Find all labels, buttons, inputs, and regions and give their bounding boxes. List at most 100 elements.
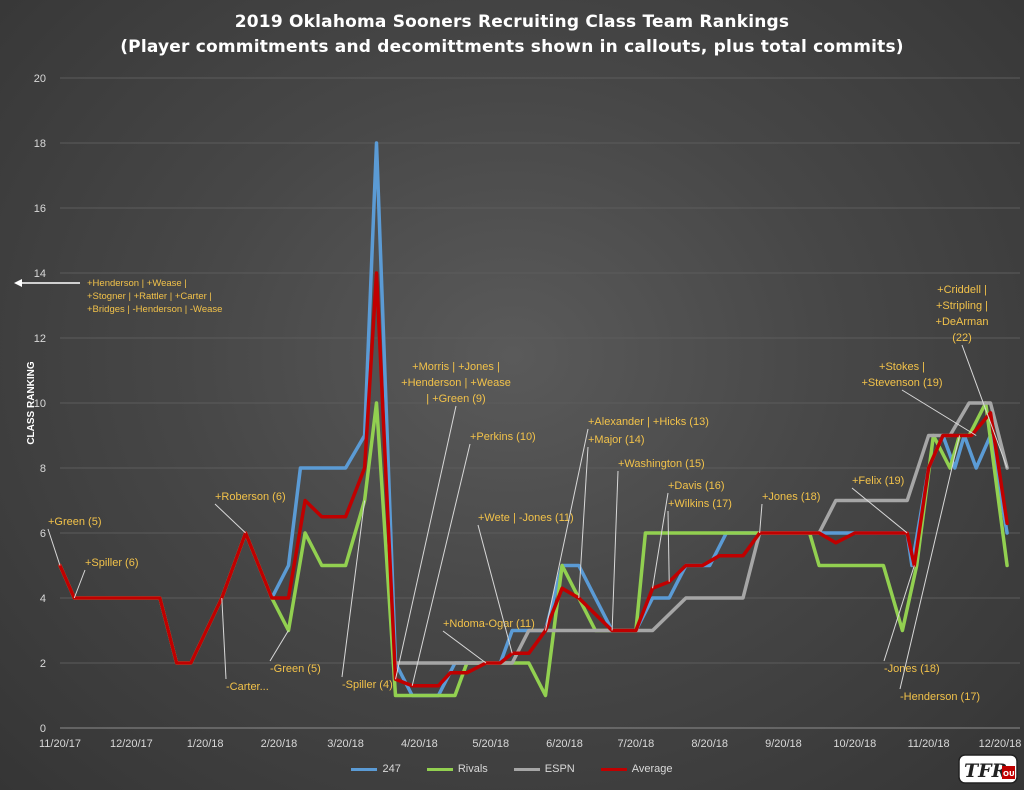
callout-leader-line xyxy=(851,487,908,534)
legend-swatch xyxy=(351,767,378,771)
callout-group: +Criddell | +Stripling | +DeArman (22) xyxy=(936,284,1008,469)
y-tick-label: 2 xyxy=(40,658,46,670)
callout-leader-line xyxy=(899,435,961,690)
callout-text: +Wilkins (17) xyxy=(668,498,732,510)
tfr-ou-logo: TFR OU xyxy=(958,754,1018,784)
callout-text: +Felix (19) xyxy=(852,475,904,487)
callout-group: +Roberson (6) xyxy=(214,491,286,534)
callout-text: -Carter... xyxy=(226,681,269,693)
y-tick-label: 0 xyxy=(40,723,46,735)
chart-title-line1: 2019 Oklahoma Sooners Recruiting Class T… xyxy=(234,12,790,32)
callout-text: +Spiller (6) xyxy=(85,557,139,569)
callout-group: +Ndoma-Ogar (11) xyxy=(442,618,535,664)
callout-group: -Henderson (17) xyxy=(899,435,980,703)
callout-group: +Alexander | +Hicks (13) xyxy=(544,416,709,631)
y-tick-label: 12 xyxy=(34,333,46,345)
callout-group: +Morris | +Jones | +Henderson | +Wease | +… xyxy=(395,361,511,680)
callout-group: +Wete | -Jones (11) xyxy=(477,512,574,654)
callout-text: +Stogner | +Rattler | +Carter | xyxy=(87,291,212,302)
callout-leader-line xyxy=(47,528,61,566)
callout-leader-line xyxy=(544,428,589,631)
callout-text: -Green (5) xyxy=(270,663,321,675)
callout-group: -Carter... xyxy=(221,597,269,693)
callout-group: -Jones (18) xyxy=(883,565,940,675)
callout-text: +Criddell | xyxy=(937,284,987,296)
callout-text: +Stokes | xyxy=(879,361,925,373)
callout-group: +Wilkins (17) xyxy=(667,498,732,582)
legend-label: Rivals xyxy=(457,763,488,775)
callout-text: +Washington (15) xyxy=(618,458,705,470)
callout-text: +DeArman xyxy=(936,316,989,328)
x-tick-label: 11/20/17 xyxy=(39,738,81,750)
y-tick-label: 20 xyxy=(34,73,46,85)
callout-leader-line xyxy=(411,443,471,686)
x-tick-label: 3/20/18 xyxy=(327,738,364,750)
callout-text: +Stevenson (19) xyxy=(861,377,942,389)
x-tick-label: 9/20/18 xyxy=(765,738,802,750)
callout-group: +Davis (16) xyxy=(652,480,725,589)
chart-title-line2: (Player commitments and decomittments sh… xyxy=(120,37,904,57)
x-tick-label: 7/20/18 xyxy=(618,738,655,750)
callout-group: +Washington (15) xyxy=(611,458,705,631)
x-tick-label: 12/20/18 xyxy=(979,738,1022,750)
legend-swatch xyxy=(426,767,453,771)
callout-text: +Wete | -Jones (11) xyxy=(478,512,574,524)
callout-group: +Henderson | +Wease | +Stogner | +Rattler… xyxy=(14,278,222,315)
callout-leader-line xyxy=(221,597,227,680)
callout-text: (22) xyxy=(952,332,972,344)
callout-leader-line xyxy=(578,446,589,599)
callout-text: -Spiller (4) xyxy=(342,679,393,691)
legend-item-espn: ESPN xyxy=(513,763,575,775)
callout-text: +Ndoma-Ogar (11) xyxy=(443,618,535,630)
callout-group: -Green (5) xyxy=(269,630,321,675)
legend: 247 Rivals ESPN Average xyxy=(0,763,1024,775)
x-tick-label: 5/20/18 xyxy=(472,738,509,750)
y-tick-label: 14 xyxy=(34,268,46,280)
callout-text: +Davis (16) xyxy=(668,480,725,492)
legend-swatch xyxy=(513,767,540,771)
y-tick-label: 8 xyxy=(40,463,46,475)
callout-leader-line xyxy=(611,470,619,631)
x-tick-label: 6/20/18 xyxy=(546,738,583,750)
callout-leader-line xyxy=(73,569,86,599)
callout-leader-line xyxy=(269,630,289,662)
series-lines xyxy=(58,141,1009,698)
svg-text:OU: OU xyxy=(1003,770,1015,778)
legend-label: 247 xyxy=(382,763,401,775)
legend-item-247: 247 xyxy=(351,763,401,775)
callout-text: +Roberson (6) xyxy=(215,491,286,503)
callout-leader-line xyxy=(214,503,246,534)
callout-text: +Stripling | xyxy=(936,300,988,312)
callout-group: -Spiller (4) xyxy=(341,500,393,691)
series-line-average xyxy=(58,271,1009,688)
callout-leader-line xyxy=(395,405,457,680)
callout-leader-line xyxy=(901,389,977,436)
x-tick-label: 11/20/18 xyxy=(908,738,950,750)
callout-text: +Green (5) xyxy=(48,516,102,528)
callout-text: +Jones (18) xyxy=(762,491,820,503)
callout-group: +Spiller (6) xyxy=(73,557,139,599)
callout-leader-line xyxy=(341,500,366,678)
callout-leader-line xyxy=(961,344,1008,469)
x-tick-label: 1/20/18 xyxy=(187,738,224,750)
callout-text: | +Green (9) xyxy=(426,393,485,405)
y-axis-title: CLASS RANKING xyxy=(26,361,37,445)
legend-label: ESPN xyxy=(544,763,575,775)
y-tick-label: 6 xyxy=(40,528,46,540)
svg-text:TFR: TFR xyxy=(964,760,1007,782)
callout-text: +Alexander | +Hicks (13) xyxy=(588,416,709,428)
callout-leader-line xyxy=(667,510,670,582)
callout-text: +Perkins (10) xyxy=(470,431,536,443)
y-tick-label: 4 xyxy=(40,593,46,605)
callout-leader-line xyxy=(759,503,763,534)
chart-title: 2019 Oklahoma Sooners Recruiting Class T… xyxy=(0,10,1024,60)
callout-text: +Bridges | -Henderson | -Wease xyxy=(87,304,222,315)
callouts: +Green (5) +Spiller (6) -Carter... +Roberso… xyxy=(14,278,1008,703)
callout-text: +Henderson | +Wease xyxy=(401,377,511,389)
legend-swatch xyxy=(600,767,627,771)
arrow-head-icon xyxy=(14,279,22,287)
legend-label: Average xyxy=(631,763,673,775)
axes: 0 2 4 6 8 10 12 14 16 18 20 11/20/17 12/20/17 1/20/18… xyxy=(26,73,1021,750)
series-line-rivals xyxy=(58,401,1009,698)
